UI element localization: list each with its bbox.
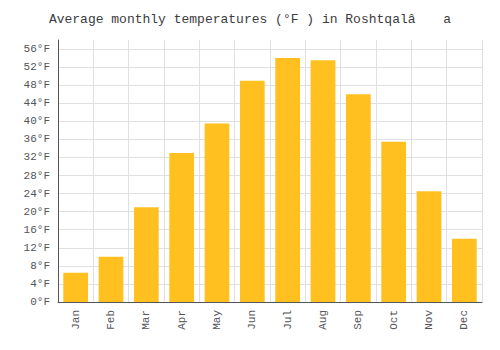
svg-text:Feb: Feb [105,310,117,330]
svg-text:44°F: 44°F [24,97,50,109]
svg-text:24°F: 24°F [24,188,50,200]
svg-text:16°F: 16°F [24,224,50,236]
svg-text:48°F: 48°F [24,79,50,91]
svg-text:52°F: 52°F [24,61,50,73]
svg-text:Average monthly temperatures (: Average monthly temperatures (°F ) in Ro… [49,12,451,27]
svg-text:36°F: 36°F [24,133,50,145]
svg-text:Jun: Jun [246,310,258,330]
svg-text:Jul: Jul [282,310,294,330]
svg-text:8°F: 8°F [30,260,50,272]
svg-text:40°F: 40°F [24,115,50,127]
svg-text:4°F: 4°F [30,278,50,290]
svg-text:32°F: 32°F [24,151,50,163]
svg-text:Nov: Nov [423,310,435,330]
svg-text:Mar: Mar [140,310,152,330]
svg-text:56°F: 56°F [24,43,50,55]
svg-text:20°F: 20°F [24,206,50,218]
svg-text:Aug: Aug [317,310,329,330]
svg-text:Dec: Dec [458,310,470,330]
svg-text:28°F: 28°F [24,170,50,182]
svg-text:12°F: 12°F [24,242,50,254]
svg-text:Oct: Oct [388,310,400,330]
svg-text:Sep: Sep [352,310,364,330]
svg-text:Apr: Apr [176,310,188,330]
svg-text:May: May [211,310,223,330]
svg-text:Jan: Jan [70,310,82,330]
svg-text:0°F: 0°F [30,296,50,308]
